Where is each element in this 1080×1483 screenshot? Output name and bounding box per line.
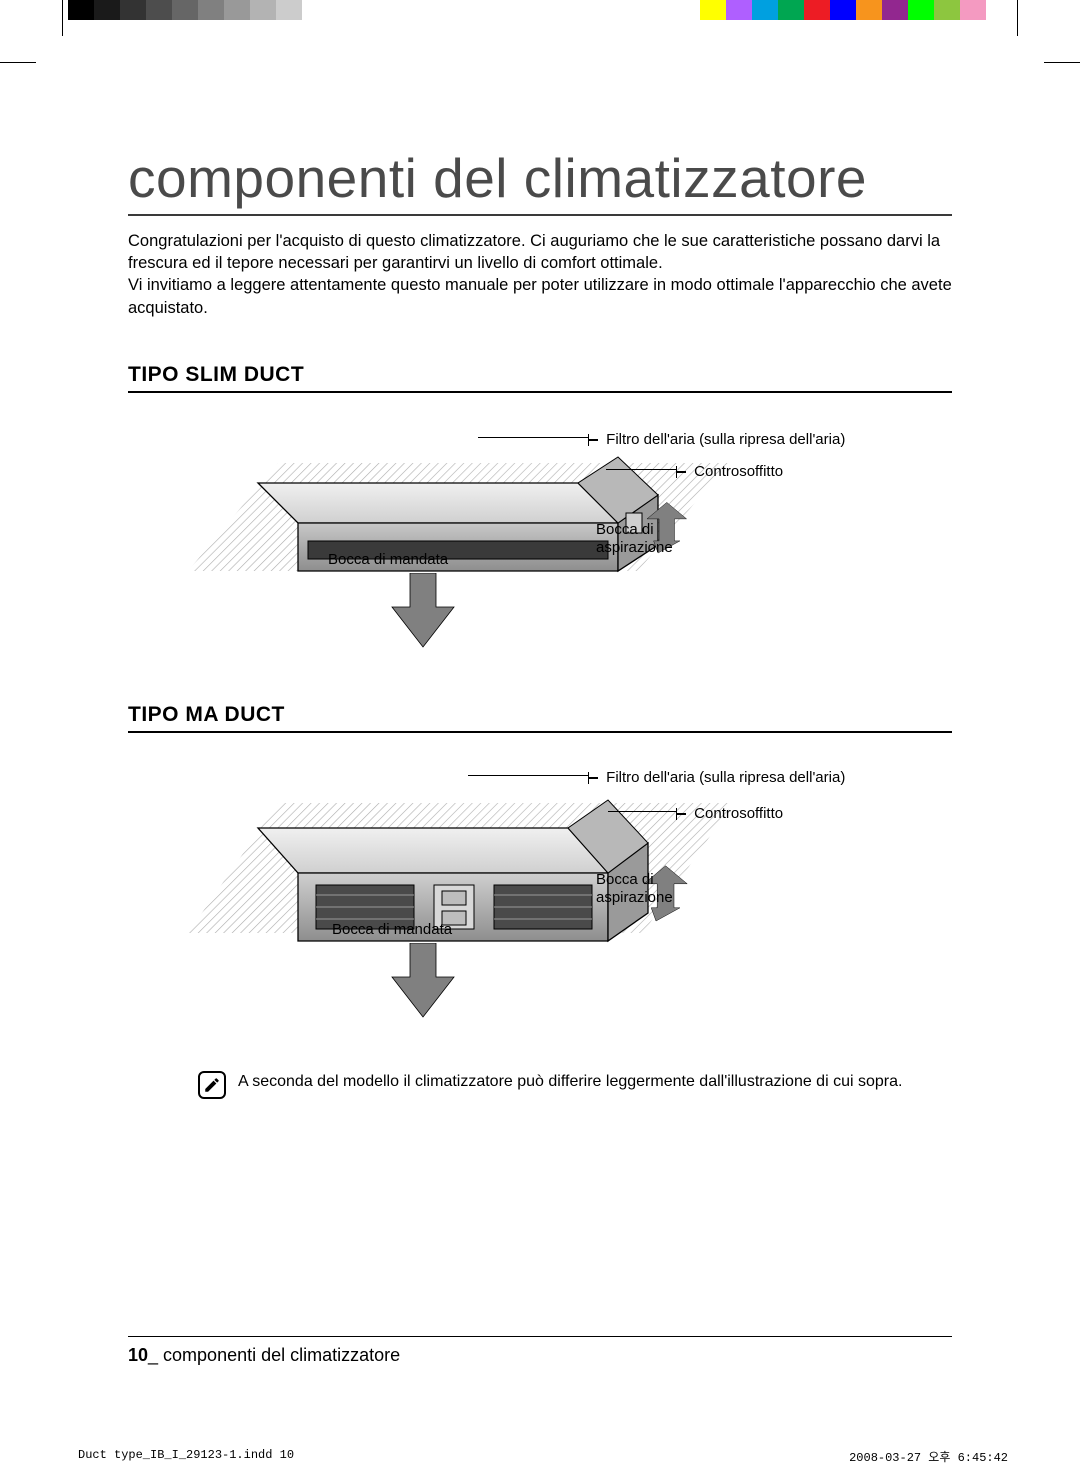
- label-text: Controsoffitto: [694, 463, 783, 480]
- leader-line: [606, 469, 676, 470]
- diagram-slim-duct: Filtro dell'aria (sulla ripresa dell'ari…: [128, 403, 952, 683]
- slim-duct-illustration: [188, 433, 748, 693]
- crop-mark: [0, 62, 36, 63]
- note-icon: [198, 1071, 226, 1099]
- page-content: componenti del climatizzatore Congratula…: [128, 150, 952, 1099]
- swatch: [68, 0, 94, 20]
- crop-mark: [1044, 62, 1080, 63]
- swatch: [302, 0, 328, 20]
- swatch: [120, 0, 146, 20]
- swatch: [856, 0, 882, 20]
- label-air-outlet: Bocca di mandata: [328, 551, 448, 569]
- leader-line: [608, 811, 676, 812]
- label-air-intake: Bocca di aspirazione: [596, 871, 673, 907]
- label-ceiling: Controsoffitto: [676, 805, 783, 823]
- swatch: [172, 0, 198, 20]
- swatch: [94, 0, 120, 20]
- label-text: Controsoffitto: [694, 805, 783, 822]
- swatch: [830, 0, 856, 20]
- label-ceiling: Controsoffitto: [676, 463, 783, 481]
- swatch: [224, 0, 250, 20]
- label-air-intake: Bocca di aspirazione: [596, 521, 673, 557]
- crop-mark: [1017, 0, 1018, 36]
- page-number: 10: [128, 1345, 148, 1365]
- page-footer: 10_ componenti del climatizzatore: [128, 1336, 952, 1366]
- note-box: A seconda del modello il climatizzatore …: [128, 1071, 952, 1099]
- label-text: Filtro dell'aria (sulla ripresa dell'ari…: [606, 431, 845, 448]
- print-metadata: Duct type_IB_I_29123-1.indd 10 2008-03-2…: [78, 1448, 1008, 1465]
- swatch: [986, 0, 1012, 20]
- swatch: [276, 0, 302, 20]
- diagram-ma-duct: Filtro dell'aria (sulla ripresa dell'ari…: [128, 743, 952, 1053]
- page-title: componenti del climatizzatore: [128, 150, 952, 216]
- swatch: [726, 0, 752, 20]
- footer-section-label: _ componenti del climatizzatore: [148, 1345, 400, 1365]
- print-file-name: Duct type_IB_I_29123-1.indd 10: [78, 1448, 294, 1465]
- leader-line: [468, 775, 588, 776]
- swatch: [882, 0, 908, 20]
- down-arrow-icon: [388, 943, 458, 1021]
- crop-mark: [62, 0, 63, 36]
- swatch: [804, 0, 830, 20]
- note-text: A seconda del modello il climatizzatore …: [238, 1071, 902, 1093]
- color-swatches: [700, 0, 1012, 20]
- label-air-filter: Filtro dell'aria (sulla ripresa dell'ari…: [588, 769, 845, 787]
- label-text: Filtro dell'aria (sulla ripresa dell'ari…: [606, 769, 845, 786]
- swatch: [778, 0, 804, 20]
- section-heading-slim-duct: TIPO SLIM DUCT: [128, 363, 952, 393]
- down-arrow-icon: [388, 573, 458, 651]
- swatch: [934, 0, 960, 20]
- section-heading-ma-duct: TIPO MA DUCT: [128, 703, 952, 733]
- label-air-filter: Filtro dell'aria (sulla ripresa dell'ari…: [588, 431, 845, 449]
- swatch: [700, 0, 726, 20]
- gray-swatches: [68, 0, 328, 20]
- leader-line: [478, 437, 588, 438]
- print-timestamp: 2008-03-27 오후 6:45:42: [849, 1448, 1008, 1465]
- print-calibration-bar: [68, 0, 1012, 24]
- swatch: [752, 0, 778, 20]
- intro-paragraph: Congratulazioni per l'acquisto di questo…: [128, 230, 952, 319]
- swatch: [250, 0, 276, 20]
- swatch: [908, 0, 934, 20]
- swatch: [960, 0, 986, 20]
- swatch: [198, 0, 224, 20]
- ma-duct-illustration: [188, 773, 748, 1063]
- label-air-outlet: Bocca di mandata: [332, 921, 452, 939]
- swatch: [146, 0, 172, 20]
